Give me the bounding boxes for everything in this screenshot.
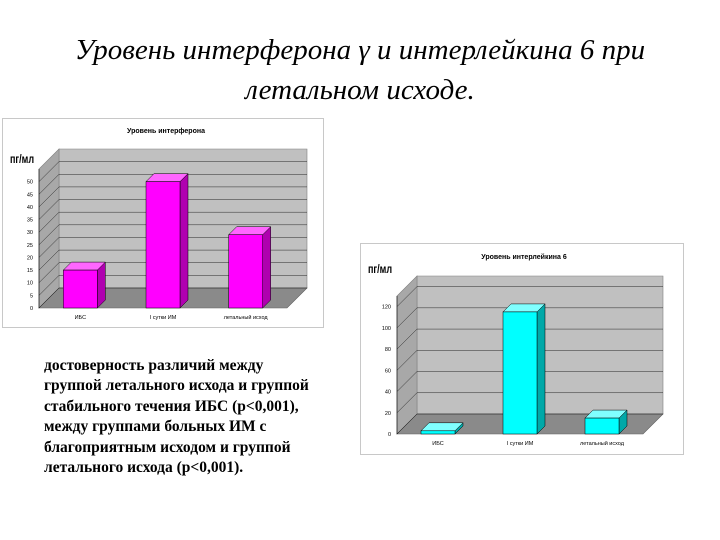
y-tick-label: 50 [27,180,33,186]
x-tick-label: летальный исход [580,440,625,447]
grid-line [396,350,663,371]
x-tick-label: ИБС [75,315,87,321]
interferon-chart-svg: Уровень интерферона 0 5 10 15 20 25 30 35 40 45 50 И… [27,128,308,321]
interferon-chart: Уровень интерферона 0 5 10 15 20 25 30 35 40 45 50 И… [2,118,324,328]
slide-title: Уровень интерферона γ и интерлейкина 6 п… [20,30,700,110]
chart-title: Уровень интерлейкина 6 [481,253,567,261]
x-tick-label: летальный исход [224,314,269,321]
bar [584,417,620,435]
interleukin-unit-label: пг/мл [368,262,393,276]
bar-side [179,173,189,309]
x-tick-label: I сутки ИМ [150,315,177,321]
y-tick-label: 0 [30,306,33,312]
y-tick-label: 30 [27,230,33,236]
grid-line [38,174,307,195]
y-tick-label: 40 [27,205,33,211]
grid-line [38,249,307,271]
x-tick-label: I сутки ИМ [507,441,534,447]
bar-side [536,303,546,435]
grid-line [396,328,663,350]
y-tick-label: 80 [385,347,391,353]
grid-line [38,262,307,283]
bar [502,311,538,435]
x-tick-label: ИБС [432,441,444,447]
grid-line [38,186,307,208]
plot-side-wall [38,148,60,309]
grid-line [38,237,307,258]
bar [228,234,263,309]
y-tick-label: 20 [27,255,33,261]
y-tick-label: 40 [385,390,391,396]
chart-title: Уровень интерферона [127,128,205,135]
y-tick-label: 20 [385,411,391,417]
grid-line [38,287,307,309]
slide-title-line-1: Уровень интерферона γ и интерлейкина 6 п… [74,34,646,66]
grid-line [396,392,663,413]
y-tick-label: 25 [27,243,33,249]
bar [63,269,98,309]
bar [420,430,456,435]
y-tick-label: 45 [27,192,33,198]
y-tick-label: 5 [30,293,33,299]
interleukin-chart-svg: Уровень интерлейкина 6 0 20 40 60 80 100 120 ИБС… [382,253,664,447]
plot-side-wall [396,275,418,435]
grid-line [38,224,307,245]
y-tick-label: 10 [27,281,33,287]
grid-line [38,199,307,220]
grid-line [396,307,663,328]
grid-line [396,371,663,392]
bar-side [262,226,271,309]
grid-line [38,211,307,233]
grid-line [396,286,663,307]
grid-line [396,413,663,435]
y-tick-label: 15 [27,268,33,274]
y-tick-label: 60 [385,368,391,374]
interferon-unit-label: пг/мл [10,152,35,166]
significance-note: достоверность различий между группой лет… [44,357,309,477]
slide-title-line-2: летальном исходе. [245,74,475,106]
bar [145,181,181,309]
grid-line [38,275,307,296]
grid-line [38,161,307,182]
interleukin-chart: Уровень интерлейкина 6 0 20 40 60 80 100 120 ИБС… [360,243,684,455]
y-tick-label: 0 [388,432,391,438]
y-tick-label: 35 [27,218,33,224]
y-tick-label: 120 [382,305,391,311]
y-tick-label: 100 [382,326,391,332]
